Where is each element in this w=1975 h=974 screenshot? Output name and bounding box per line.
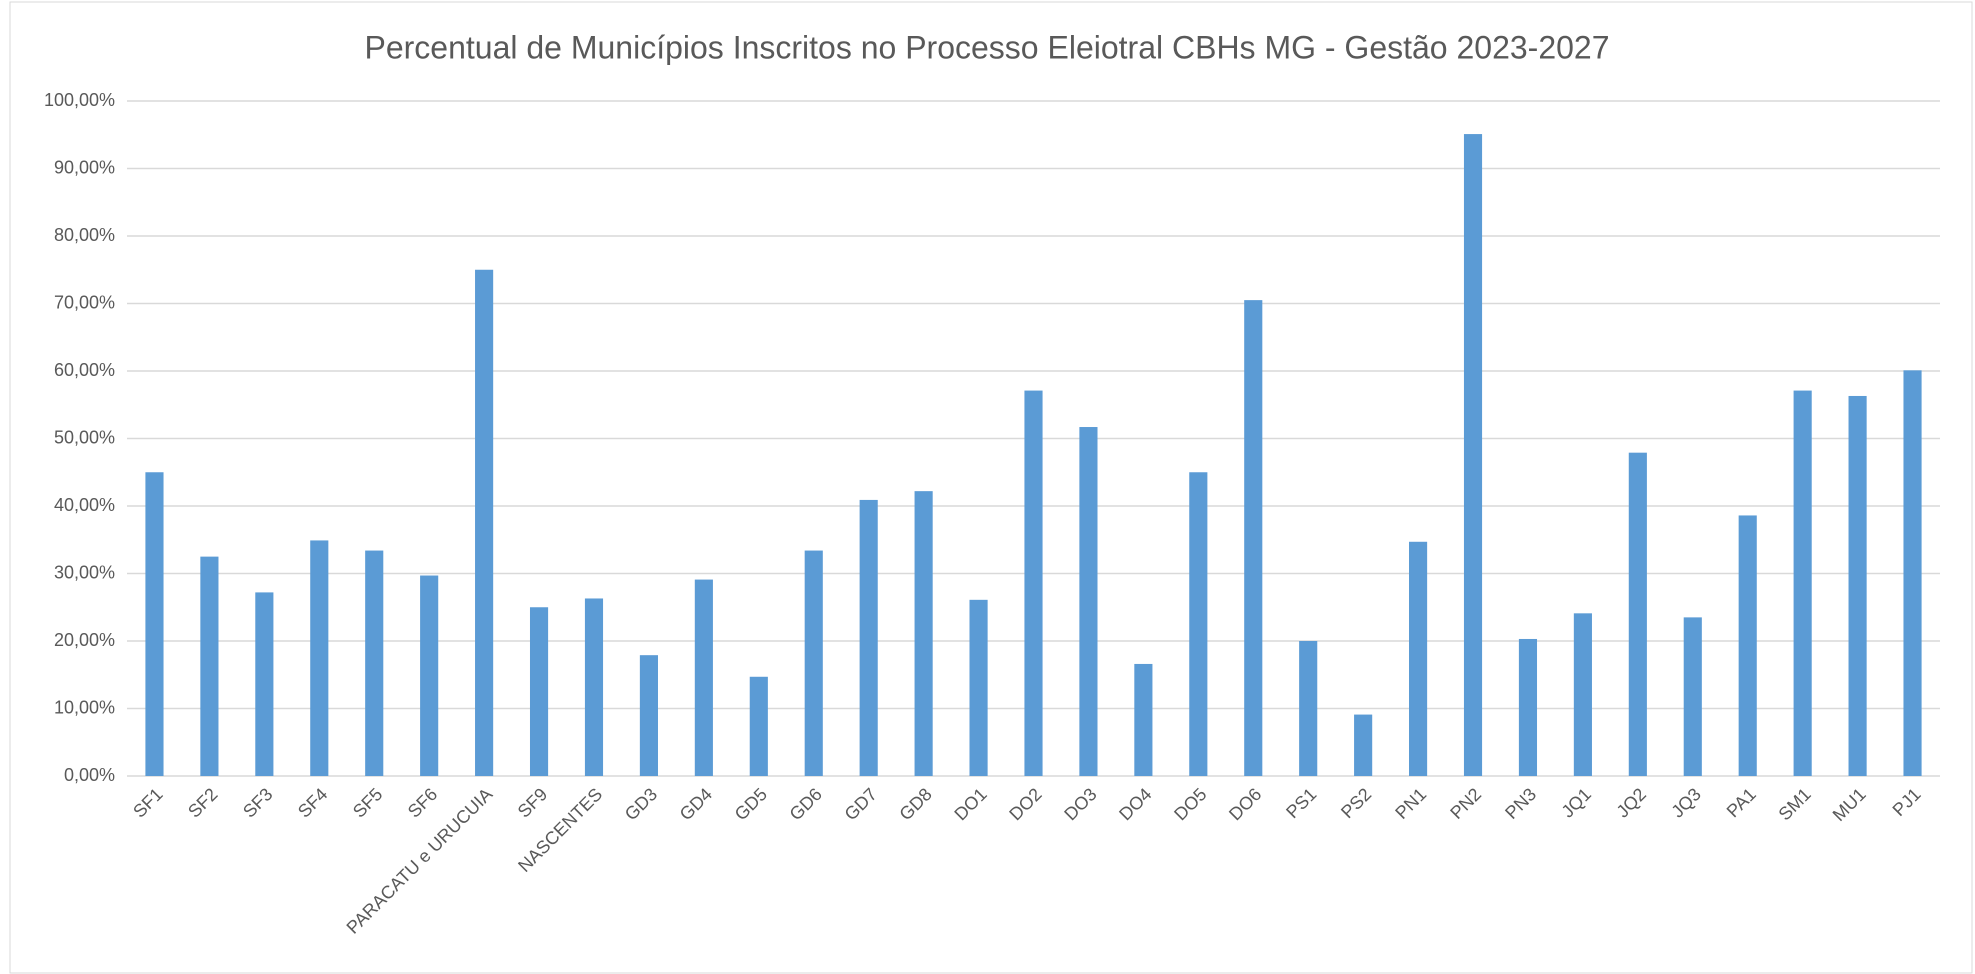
- bar: [1244, 300, 1263, 776]
- bar: [859, 499, 878, 776]
- bar: [804, 550, 823, 776]
- bar: [914, 491, 933, 776]
- bar: [1134, 663, 1153, 776]
- bar: [1628, 452, 1647, 776]
- bar: [1024, 390, 1043, 776]
- y-tick-label: 100,00%: [44, 90, 115, 110]
- bar: [1683, 617, 1702, 776]
- y-tick-label: 50,00%: [54, 427, 115, 447]
- bar: [1409, 541, 1428, 776]
- bar: [749, 676, 768, 776]
- bar: [310, 540, 329, 776]
- chart-frame: [9, 1, 1973, 974]
- bar: [1463, 134, 1483, 776]
- y-tick-label: 20,00%: [54, 630, 115, 650]
- bar: [1299, 641, 1318, 776]
- bar: [1518, 638, 1538, 776]
- y-tick-label: 60,00%: [54, 360, 115, 380]
- y-tick-label: 70,00%: [54, 292, 115, 312]
- bar: [200, 556, 219, 776]
- bar: [1848, 395, 1867, 776]
- y-tick-label: 10,00%: [54, 697, 115, 717]
- bar: [694, 579, 713, 776]
- bar: [969, 599, 988, 776]
- bar: [639, 655, 658, 776]
- bar: [365, 550, 384, 776]
- bar: [1793, 390, 1812, 776]
- y-tick-label: 40,00%: [54, 495, 115, 515]
- bar: [1079, 427, 1098, 776]
- bar: [1573, 613, 1592, 776]
- bar: [420, 575, 439, 776]
- y-tick-label: 90,00%: [54, 157, 115, 177]
- y-tick-label: 30,00%: [54, 562, 115, 582]
- y-tick-label: 80,00%: [54, 225, 115, 245]
- bar: [145, 472, 164, 776]
- bar: [1354, 714, 1373, 776]
- chart-title: Percentual de Municípios Inscritos no Pr…: [364, 29, 1609, 65]
- bar: [475, 269, 494, 776]
- bar: [1189, 472, 1208, 776]
- bar: [1738, 515, 1757, 776]
- y-tick-label: 0,00%: [64, 765, 115, 785]
- bar: [255, 592, 274, 776]
- bar: [529, 607, 549, 776]
- bar: [584, 598, 604, 776]
- bar: [1903, 370, 1922, 776]
